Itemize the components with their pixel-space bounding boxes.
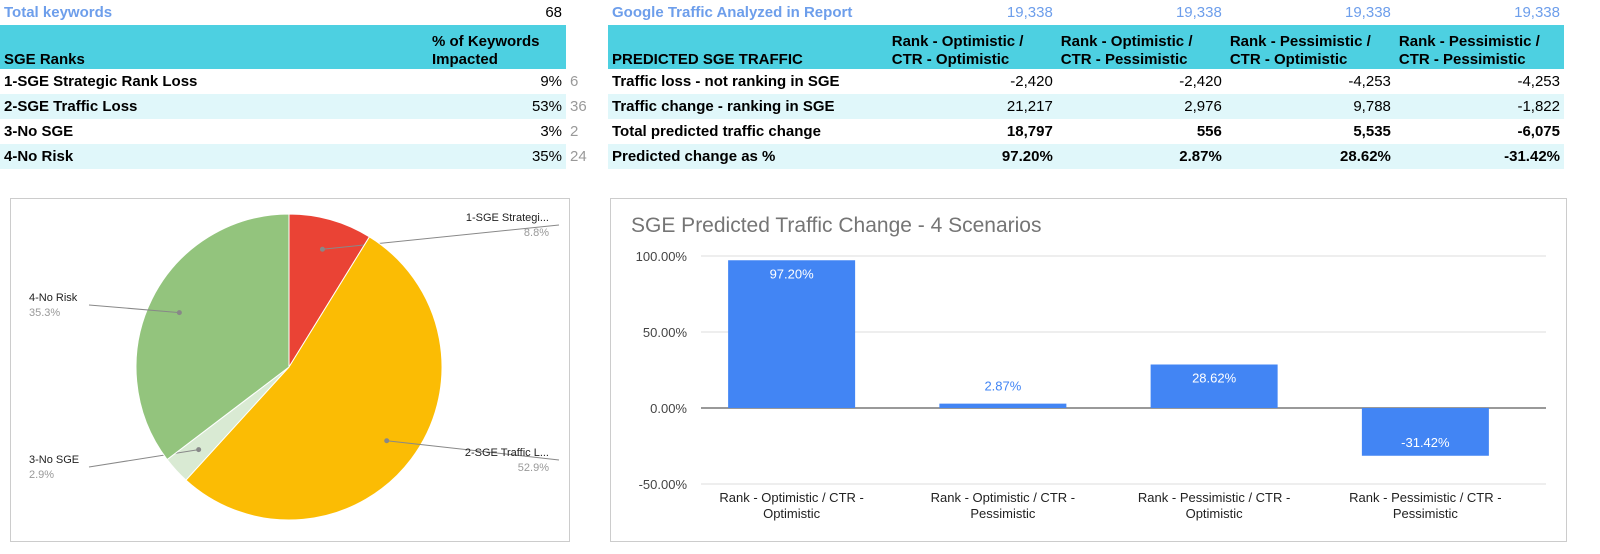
- bar[interactable]: [728, 260, 856, 408]
- bar[interactable]: [939, 403, 1067, 408]
- predicted-traffic-table: Google Traffic Analyzed in Report 19,338 1…: [608, 0, 1564, 169]
- rank-pct: 3%: [540, 123, 562, 140]
- traffic-row-label: Predicted change as %: [608, 144, 888, 169]
- pie-label: 3-No SGE: [29, 454, 79, 466]
- header-sge-ranks: SGE Ranks: [0, 25, 428, 69]
- total-keywords-value: 68: [545, 4, 562, 21]
- x-tick-label: Rank - Optimistic / CTR -: [719, 490, 863, 505]
- rank-row: 3-No SGE 3% 2: [0, 119, 592, 144]
- sge-ranks-table: Total keywords 68 SGE Ranks% of Keywords …: [0, 0, 592, 169]
- traffic-value: -4,253: [1348, 73, 1391, 90]
- data-label: 2.87%: [984, 379, 1021, 394]
- pie-slice[interactable]: [185, 236, 443, 521]
- pie-slice[interactable]: [135, 213, 290, 461]
- header-pct-keywords: % of Keywords Impacted: [428, 25, 566, 69]
- rank-count: 2: [570, 123, 579, 140]
- rank-pct: 53%: [428, 94, 566, 119]
- data-label: 97.20%: [770, 266, 815, 281]
- traffic-header: Rank - Pessimistic / CTR - Optimistic: [1225, 25, 1395, 69]
- rank-row: 4-No Risk 35% 24: [0, 144, 592, 169]
- traffic-row: Traffic loss - not ranking in SGE -2,420 -…: [608, 69, 1564, 94]
- traffic-value: 556: [1196, 123, 1222, 140]
- pie-value-label: 35.3%: [29, 307, 60, 319]
- traffic-header: Rank - Optimistic / CTR - Pessimistic: [1056, 25, 1226, 69]
- traffic-row: Total predicted traffic change 18,797 556 5…: [608, 119, 1564, 144]
- traffic-value: 5,535: [1353, 123, 1391, 140]
- pie-chart: 1-SGE Strategi... 8.8% 2-SGE Traffic L... 5…: [10, 198, 570, 542]
- traffic-header: PREDICTED SGE TRAFFIC: [608, 25, 888, 69]
- pie-leader-dot: [384, 438, 390, 444]
- traffic-value: 97.20%: [887, 144, 1057, 169]
- traffic-value: -2,420: [1010, 73, 1053, 90]
- x-tick-label: Rank - Pessimistic / CTR -: [1349, 490, 1501, 505]
- pie-slice[interactable]: [288, 213, 371, 369]
- traffic-analyzed-value: 19,338: [1514, 4, 1560, 21]
- rank-label: 1-SGE Strategic Rank Loss: [4, 73, 198, 90]
- traffic-header: Rank - Optimistic / CTR - Optimistic: [887, 25, 1057, 69]
- pie-leader-line: [88, 449, 199, 468]
- traffic-analyzed-value: 19,338: [1006, 4, 1053, 21]
- data-label: -31.42%: [1401, 435, 1450, 450]
- traffic-value: 21,217: [887, 94, 1057, 119]
- rank-pct: 9%: [540, 73, 562, 90]
- pie-value-label: 8.8%: [524, 227, 549, 239]
- x-tick-label: Optimistic: [763, 506, 821, 521]
- traffic-value: -2,420: [1179, 73, 1222, 90]
- pie-label: 2-SGE Traffic L...: [465, 447, 549, 459]
- pie-leader-line: [322, 224, 560, 250]
- rank-count: 36: [570, 98, 587, 115]
- traffic-value: 18,797: [1006, 123, 1053, 140]
- bar[interactable]: [1361, 408, 1489, 456]
- traffic-analyzed-value: 19,338: [1175, 4, 1222, 21]
- traffic-value: 2,976: [1056, 94, 1226, 119]
- y-tick-label: 50.00%: [643, 325, 688, 340]
- bar-chart: SGE Predicted Traffic Change - 4 Scenari…: [610, 198, 1567, 542]
- pie-leader-dot: [176, 310, 182, 316]
- pie-leader-dot: [196, 447, 202, 453]
- traffic-row-label: Total predicted traffic change: [612, 123, 821, 140]
- traffic-analyzed-label: Google Traffic Analyzed in Report: [612, 4, 853, 21]
- rank-count: 24: [570, 148, 587, 165]
- rank-label: 3-No SGE: [4, 123, 74, 140]
- bar[interactable]: [1150, 364, 1278, 408]
- data-label: 28.62%: [1192, 370, 1237, 385]
- traffic-value: -31.42%: [1394, 144, 1564, 169]
- pie-leader-dot: [319, 246, 325, 252]
- x-tick-label: Rank - Pessimistic / CTR -: [1138, 490, 1290, 505]
- rank-pct: 35%: [428, 144, 566, 169]
- pie-label: 4-No Risk: [29, 292, 78, 304]
- y-tick-label: 0.00%: [650, 401, 687, 416]
- traffic-analyzed-value: 19,338: [1345, 4, 1391, 21]
- pie-leader-line: [88, 304, 180, 314]
- traffic-value: 2.87%: [1056, 144, 1226, 169]
- traffic-header: Rank - Pessimistic / CTR - Pessimistic: [1394, 25, 1564, 69]
- x-tick-label: Pessimistic: [1393, 506, 1459, 521]
- chart-title: SGE Predicted Traffic Change - 4 Scenari…: [631, 214, 1041, 237]
- y-tick-label: 100.00%: [636, 249, 688, 264]
- x-tick-label: Pessimistic: [970, 506, 1036, 521]
- traffic-value: -6,075: [1517, 123, 1560, 140]
- rank-row: 1-SGE Strategic Rank Loss 9% 6: [0, 69, 592, 94]
- traffic-value: -1,822: [1394, 94, 1564, 119]
- pie-value-label: 2.9%: [29, 469, 54, 481]
- traffic-row: Traffic change - ranking in SGE 21,217 2,9…: [608, 94, 1564, 119]
- rank-label: 4-No Risk: [0, 144, 428, 169]
- traffic-row-label: Traffic change - ranking in SGE: [608, 94, 888, 119]
- rank-row: 2-SGE Traffic Loss 53% 36: [0, 94, 592, 119]
- traffic-value: -4,253: [1517, 73, 1560, 90]
- y-tick-label: -50.00%: [639, 477, 688, 492]
- total-keywords-label: Total keywords: [4, 4, 113, 21]
- x-tick-label: Rank - Optimistic / CTR -: [931, 490, 1075, 505]
- pie-value-label: 52.9%: [518, 462, 549, 474]
- rank-label: 2-SGE Traffic Loss: [0, 94, 428, 119]
- traffic-value: 28.62%: [1225, 144, 1395, 169]
- x-tick-label: Optimistic: [1186, 506, 1244, 521]
- rank-count: 6: [570, 73, 579, 90]
- pie-leader-line: [386, 440, 560, 461]
- traffic-row: Predicted change as % 97.20% 2.87% 28.62% -3…: [608, 144, 1564, 169]
- traffic-row-label: Traffic loss - not ranking in SGE: [612, 73, 840, 90]
- pie-label: 1-SGE Strategi...: [466, 212, 549, 224]
- traffic-value: 9,788: [1225, 94, 1395, 119]
